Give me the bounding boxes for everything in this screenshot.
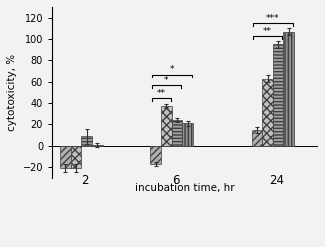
Bar bbox=[81, 136, 92, 146]
Text: **: ** bbox=[263, 27, 272, 36]
Text: **: ** bbox=[157, 89, 166, 98]
Text: 2: 2 bbox=[81, 174, 89, 186]
Text: 6: 6 bbox=[172, 174, 179, 186]
Bar bbox=[92, 145, 103, 146]
Text: *: * bbox=[170, 65, 174, 74]
Text: ***: *** bbox=[266, 14, 280, 23]
Y-axis label: cytotoxicity, %: cytotoxicity, % bbox=[7, 54, 17, 131]
Bar bbox=[172, 120, 182, 146]
Bar bbox=[150, 146, 161, 164]
X-axis label: incubation time, hr: incubation time, hr bbox=[135, 183, 235, 193]
Bar bbox=[182, 123, 193, 146]
Bar bbox=[273, 44, 283, 146]
Bar bbox=[283, 32, 294, 146]
Bar bbox=[262, 79, 273, 146]
Bar bbox=[71, 146, 81, 168]
Bar bbox=[161, 106, 172, 146]
Text: *: * bbox=[164, 76, 169, 85]
Bar bbox=[60, 146, 71, 168]
Text: 24: 24 bbox=[269, 174, 284, 186]
Bar bbox=[252, 130, 262, 146]
